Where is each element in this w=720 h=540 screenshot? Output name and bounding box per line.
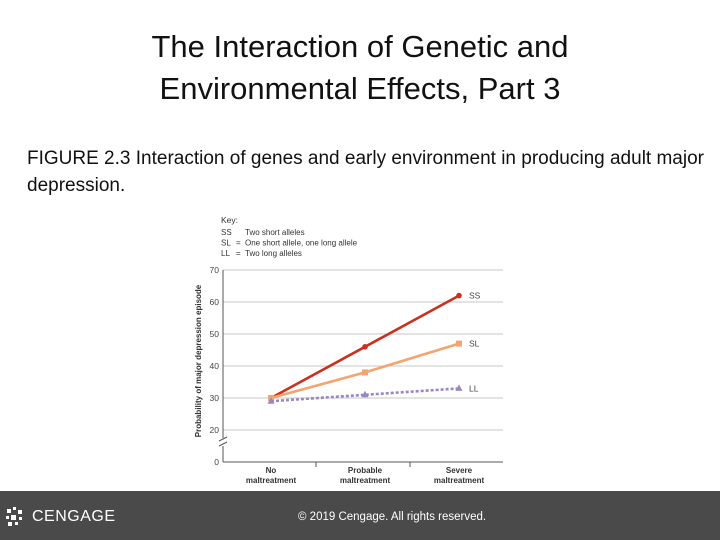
y-tick-label-60: 60: [210, 297, 220, 307]
data-point-ll-1: [267, 397, 275, 404]
key-code-ll: LL: [221, 249, 230, 258]
slide-title-line-1: The Interaction of Genetic and: [151, 29, 569, 64]
key-code-ss: SS: [221, 228, 232, 237]
axis-break-mark-1: [218, 436, 228, 442]
data-point-sl-2: [362, 369, 368, 376]
key-code-sl: SL: [221, 239, 231, 248]
figure-caption: FIGURE 2.3 Interaction of genes and earl…: [27, 148, 704, 196]
slide-title: The Interaction of Genetic and Environme…: [0, 26, 720, 110]
data-point-ll-2: [361, 390, 369, 398]
cengage-logo: CENGAGE: [4, 506, 116, 528]
x-category-label-3-line-1: Severe: [446, 466, 473, 475]
copyright-text: © 2019 Cengage. All rights reserved.: [298, 511, 487, 523]
key-desc-sl: One short allele, one long allele: [245, 239, 358, 248]
key-sep-ll: =: [236, 249, 241, 258]
y-tick-label-30: 30: [210, 393, 220, 403]
x-category-label-1-line-2: maltreatment: [246, 476, 297, 485]
data-point-sl-3: [456, 340, 462, 347]
series-label-ss: SS: [469, 291, 481, 301]
x-category-label-2-line-2: maltreatment: [340, 476, 391, 485]
data-point-ss-3: [456, 292, 462, 299]
series-line-ll: [270, 387, 460, 403]
x-category-label-2-line-1: Probable: [348, 466, 383, 475]
axis-break-mark-2: [218, 441, 228, 447]
x-category-label-3-line-2: maltreatment: [434, 476, 485, 485]
brand-name: CENGAGE: [32, 508, 116, 525]
key-title: Key:: [221, 215, 238, 225]
data-point-ll-3: [455, 384, 463, 391]
y-tick-label-70: 70: [210, 265, 220, 275]
key-desc-ss: Two short alleles: [245, 228, 305, 237]
series-label-sl: SL: [469, 339, 480, 349]
x-category-label-1-line-1: No: [266, 466, 277, 475]
depression-line-chart: Key: SS Two short alleles SL = One short alle…: [194, 215, 503, 485]
series-label-ll: LL: [469, 383, 479, 393]
cengage-mark-icon: [6, 507, 22, 526]
y-axis-label: Probability of major depression episode: [194, 284, 203, 437]
data-point-ss-2: [362, 344, 368, 350]
key-desc-ll: Two long alleles: [245, 249, 302, 258]
y-tick-label-40: 40: [210, 361, 220, 371]
y-tick-label-50: 50: [210, 329, 220, 339]
footer-bar: CENGAGE © 2019 Cengage. All rights reser…: [0, 491, 720, 540]
slide-title-line-2: Environmental Effects, Part 3: [159, 71, 561, 106]
y-tick-label-20: 20: [210, 425, 220, 435]
y-tick-label-0: 0: [214, 457, 219, 467]
key-sep-sl: =: [236, 239, 241, 248]
